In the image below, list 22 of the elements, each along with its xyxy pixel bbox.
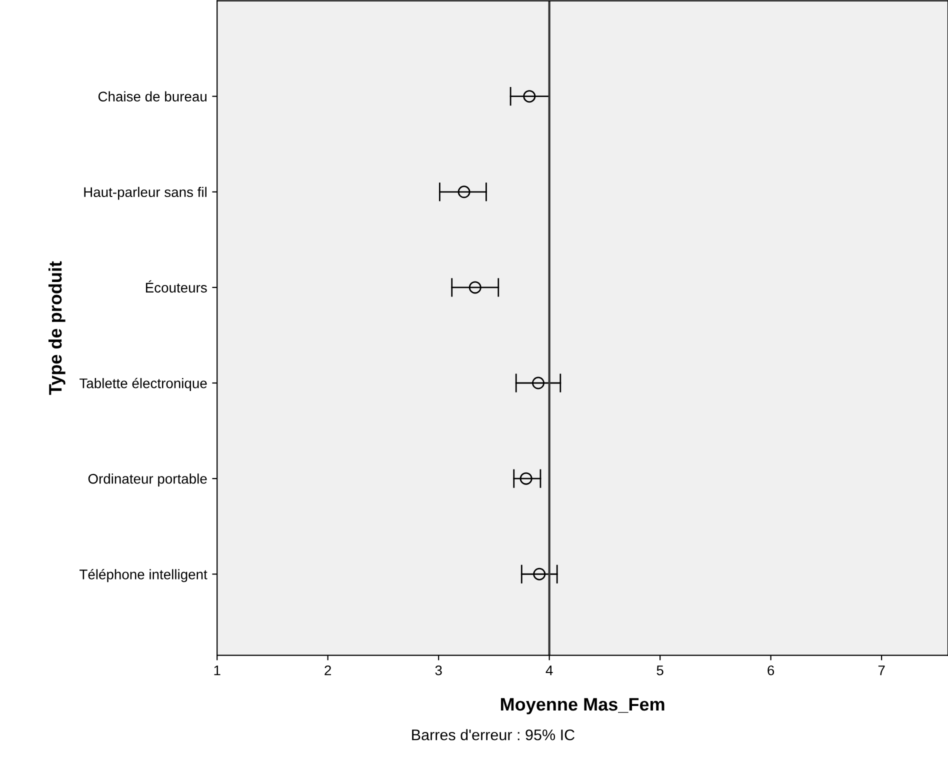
- point: [458, 186, 470, 198]
- y-tick-label: Haut-parleur sans fil: [84, 186, 206, 200]
- y-tick-label: Écouteurs: [146, 280, 207, 293]
- x-tick-label: 7: [878, 666, 885, 676]
- x-tick-label: 3: [435, 665, 442, 676]
- x-axis-title: Moyenne Mas_Fem: [500, 698, 664, 714]
- point: [533, 568, 546, 580]
- text: Barres d'erreur : 95% IC: [412, 729, 575, 740]
- y-tick-label: Téléphone intelligent: [80, 569, 208, 582]
- point: [468, 281, 482, 294]
- y-tick-label: Chaise de bureau: [98, 91, 206, 102]
- y-tick-label: Ordinateur portable: [88, 474, 207, 486]
- point: [523, 90, 536, 103]
- x-tick-label: 2: [324, 665, 331, 676]
- x-tick-label: 6: [768, 665, 774, 676]
- y-axis-title: Type de produit: [48, 261, 66, 395]
- point: [532, 376, 544, 390]
- x-tick-label: 5: [656, 666, 664, 676]
- x-tick-label: 1: [214, 666, 220, 676]
- point: [520, 472, 532, 485]
- y-tick-label: Tablette électronique: [80, 378, 207, 392]
- x-tick-label: 4: [546, 666, 553, 676]
